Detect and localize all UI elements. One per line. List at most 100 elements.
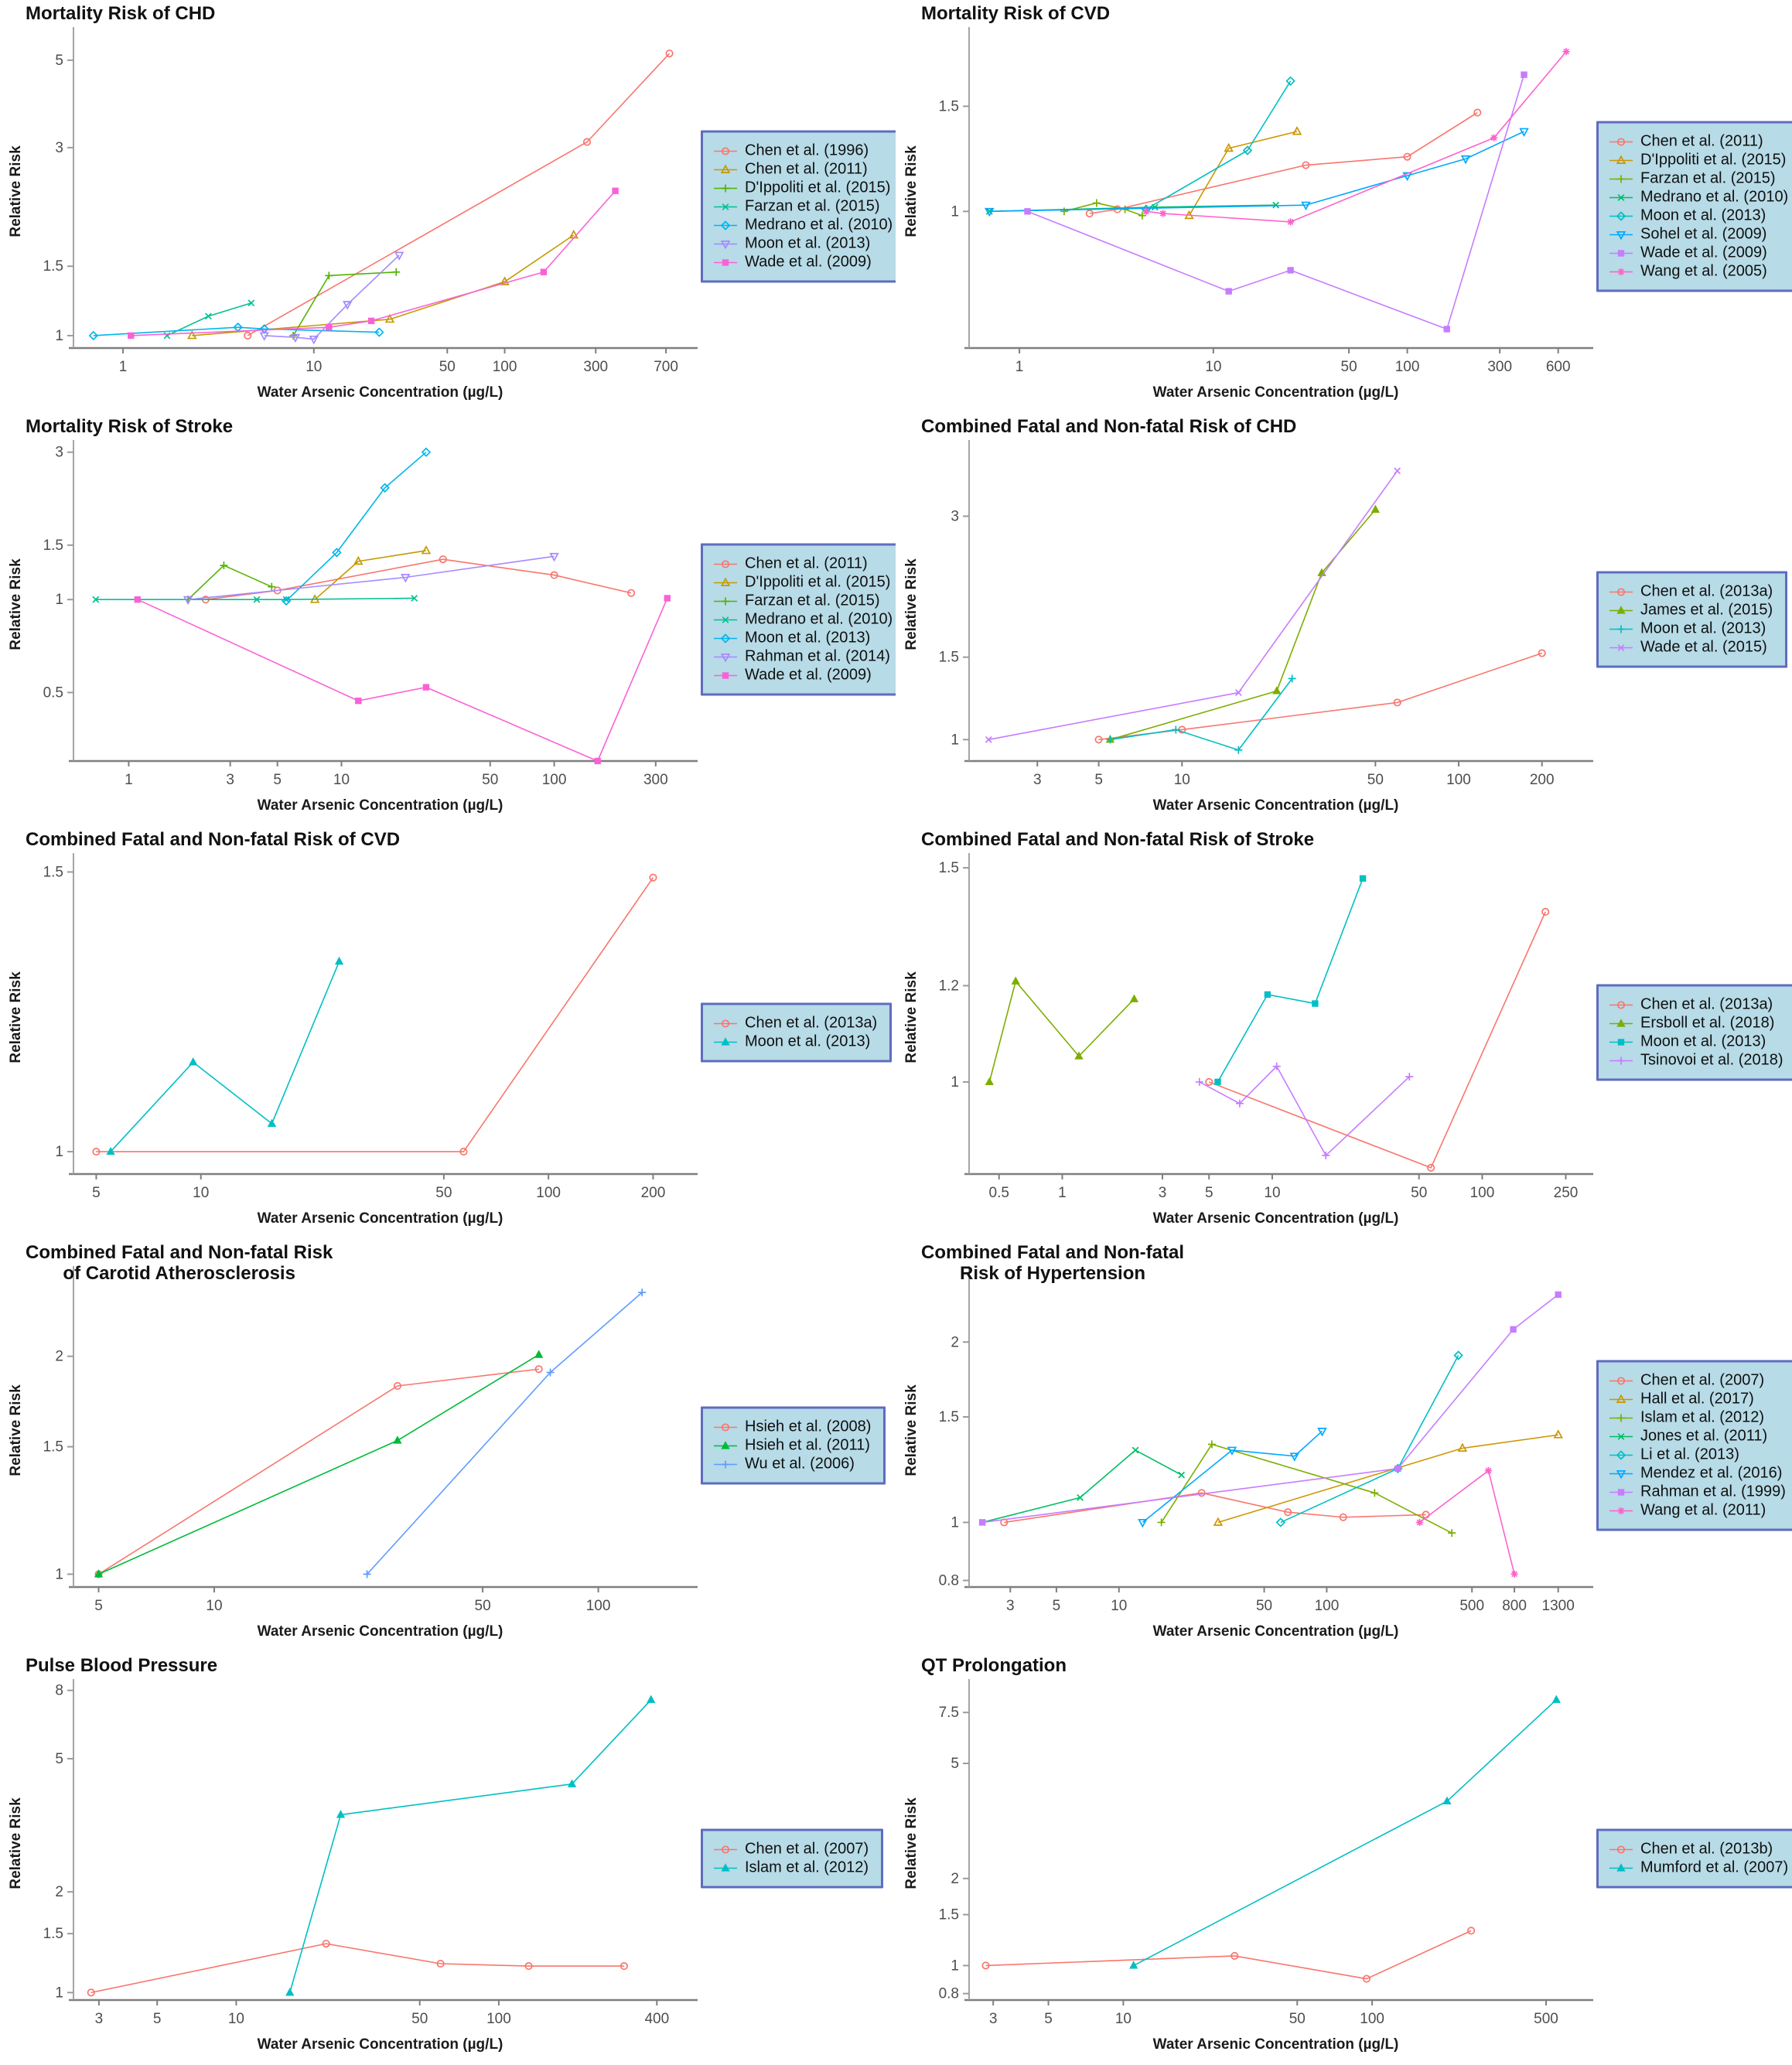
chart-title: Combined Fatal and Non-fatal Risk of CVD <box>26 829 401 850</box>
y-tick-label: 3 <box>55 445 63 461</box>
legend-item: Hall et al. (2017) <box>1608 1391 1786 1408</box>
series-line <box>192 234 575 336</box>
x-tick-label: 5 <box>1053 1598 1061 1614</box>
legend-key-icon <box>714 1036 737 1046</box>
legend-label: Hsieh et al. (2008) <box>745 1418 872 1435</box>
y-tick-label: 1 <box>55 1144 63 1160</box>
legend-item: Chen et al. (2013b) <box>1608 1841 1788 1858</box>
chart-panel-4: Combined Fatal and Non-fatal Risk of CHD… <box>896 413 1792 826</box>
legend-item: Moon et al. (2013) <box>1608 620 1773 638</box>
legend-key-icon <box>714 258 737 266</box>
x-tick-label: 10 <box>1264 1185 1280 1201</box>
y-tick-label: 1.5 <box>43 864 63 880</box>
legend-key-icon <box>1609 1449 1633 1460</box>
legend-item: Farzan et al. (2015) <box>1608 170 1788 188</box>
legend-label: Chen et al. (2013a) <box>1640 995 1773 1013</box>
legend-label: Hsieh et al. (2011) <box>745 1436 870 1454</box>
legend-item: Medrano et al. (2010) <box>1608 189 1788 206</box>
y-tick-label: 5 <box>55 1751 63 1767</box>
legend: Chen et al. (2013a) Moon et al. (2013) <box>701 1002 893 1063</box>
legend-item: Ersboll et al. (2018) <box>1608 1015 1783 1032</box>
legend-key-icon <box>714 616 737 623</box>
legend-key-icon <box>714 671 737 679</box>
chart-panel-10: QT Prolongation 3 5 10 50 100 500 0.8 1 1.5 2 5 7.5 W… <box>896 1652 1792 2065</box>
legend-label: Wade et al. (2015) <box>1640 638 1767 656</box>
legend-key-icon <box>714 633 737 643</box>
chart-panel-8: Combined Fatal and Non-fatal Risk of Hype… <box>896 1239 1792 1652</box>
y-tick-label: 5 <box>951 1756 959 1772</box>
legend-label: James et al. (2015) <box>1640 601 1773 619</box>
legend-label: Wang et al. (2005) <box>1640 262 1767 280</box>
chart-canvas: 1 10 50 100 300 700 1 1.5 3 5 Water Arsenic Concen… <box>8 27 698 401</box>
legend-item: James et al. (2015) <box>1608 602 1773 620</box>
legend-item: Chen et al. (2013a) <box>1608 583 1773 601</box>
x-tick-label: 5 <box>1044 2011 1053 2027</box>
x-tick-label: 3 <box>226 772 234 788</box>
y-tick-label: 0.8 <box>939 1572 959 1589</box>
legend-key-icon <box>714 1862 737 1872</box>
legend-item: Hsieh et al. (2011) <box>712 1437 871 1455</box>
x-axis-label: Water Arsenic Concentration (µg/L) <box>1153 797 1399 814</box>
y-axis-label: Relative Risk <box>903 971 920 1063</box>
x-tick-label: 5 <box>1094 772 1103 788</box>
y-tick-label: 1.5 <box>43 1439 63 1456</box>
x-tick-label: 10 <box>333 772 350 788</box>
series-line <box>314 550 427 600</box>
y-tick-label: 1.5 <box>939 1907 959 1923</box>
x-tick-label: 1 <box>1015 359 1024 375</box>
series-line <box>1133 1699 1557 1967</box>
legend-item: Tsinovoi et al. (2018) <box>1608 1052 1783 1070</box>
legend-label: Rahman et al. (1999) <box>1640 1483 1786 1500</box>
legend-item: Chen et al. (2013a) <box>712 1015 877 1032</box>
x-tick-label: 50 <box>1289 2011 1306 2027</box>
chart-title: Mortality Risk of CVD <box>921 3 1111 24</box>
x-tick-label: 100 <box>1446 772 1471 788</box>
legend-item: Chen et al. (2013a) <box>1608 996 1783 1014</box>
chart-title: QT Prolongation <box>921 1655 1067 1676</box>
y-axis-label: Relative Risk <box>8 1384 24 1476</box>
legend-label: Moon et al. (2013) <box>745 629 871 647</box>
legend-key-icon <box>1609 137 1633 146</box>
series-line <box>1188 131 1298 217</box>
legend-item: Wang et al. (2011) <box>1608 1502 1786 1520</box>
x-tick-label: 10 <box>305 359 322 375</box>
legend-item: D'Ippoliti et al. (2015) <box>1608 152 1788 169</box>
x-axis-label: Water Arsenic Concentration (µg/L) <box>1153 1623 1399 1640</box>
series-line <box>1217 878 1364 1083</box>
legend-item: Wade et al. (2009) <box>712 254 893 271</box>
legend: Chen et al. (2013a) Ersboll et al. (2018)… <box>1596 984 1792 1081</box>
series-line <box>98 1353 540 1575</box>
legend-item: Li et al. (2013) <box>1608 1446 1786 1464</box>
legend-label: D'Ippoliti et al. (2015) <box>745 573 891 591</box>
y-tick-label: 1.5 <box>43 258 63 275</box>
legend-item: Medrano et al. (2010) <box>712 611 893 629</box>
x-tick-label: 500 <box>1534 2011 1558 2027</box>
x-tick-label: 100 <box>1315 1598 1340 1614</box>
legend-label: Moon et al. (2013) <box>1640 1032 1766 1050</box>
legend-label: Mendez et al. (2016) <box>1640 1464 1783 1482</box>
x-tick-label: 100 <box>536 1185 561 1201</box>
x-tick-label: 1 <box>125 772 133 788</box>
series-line <box>188 555 555 601</box>
series-line <box>264 254 400 340</box>
legend-label: Medrano et al. (2010) <box>1640 188 1789 206</box>
legend-key-icon <box>1609 1038 1633 1046</box>
legend-item: Islam et al. (2012) <box>1608 1409 1786 1427</box>
legend: Chen et al. (2007) Hall et al. (2017) Isla… <box>1596 1360 1792 1531</box>
x-tick-label: 200 <box>1530 772 1555 788</box>
x-tick-label: 3 <box>1006 1598 1015 1614</box>
legend-label: Chen et al. (1996) <box>745 142 869 159</box>
legend-label: Chen et al. (2013b) <box>1640 1840 1773 1858</box>
legend-item: Hsieh et al. (2008) <box>712 1418 871 1436</box>
chart-title: Combined Fatal and Non-fatal Risk of CHD <box>921 416 1297 437</box>
x-tick-label: 50 <box>1256 1598 1272 1614</box>
y-tick-label: 1 <box>55 1566 63 1582</box>
series-line <box>1110 678 1293 751</box>
x-tick-label: 50 <box>475 1598 491 1614</box>
y-tick-label: 5 <box>55 53 63 69</box>
x-tick-label: 5 <box>1205 1185 1213 1201</box>
legend-key-icon <box>1609 1469 1633 1479</box>
legend-label: Farzan et al. (2015) <box>745 592 880 609</box>
x-tick-label: 3 <box>95 2011 104 2027</box>
y-tick-label: 1 <box>951 732 959 748</box>
